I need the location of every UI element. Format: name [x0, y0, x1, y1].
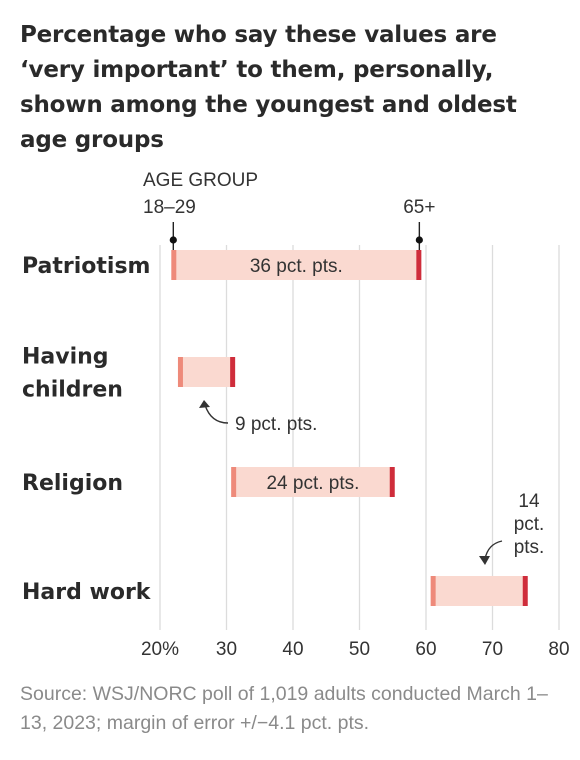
x-tick-label: 70: [482, 639, 503, 660]
difference-band: [233, 467, 393, 497]
difference-band: [179, 357, 234, 387]
category-label: Having: [22, 345, 109, 370]
chart-title: Percentage who say these values are ‘ver…: [20, 22, 517, 153]
annotation-arrowhead: [479, 556, 490, 565]
x-tick-label: 50: [349, 639, 370, 660]
annotation-arrow: [204, 404, 229, 424]
young-marker: [177, 357, 183, 387]
young-marker: [430, 576, 436, 606]
legend-header: AGE GROUP: [143, 170, 258, 191]
annotation-arrowhead: [199, 400, 210, 408]
old-marker: [416, 250, 422, 280]
x-tick-label: 80: [548, 639, 569, 660]
difference-label: 24 pct. pts.: [266, 473, 359, 494]
dumbbell-chart: 20% 30 40 50 60 70 80 Patriotism 36 pct. pts. Hav…: [22, 170, 570, 660]
x-tick-label: 60: [415, 639, 436, 660]
old-marker: [522, 576, 528, 606]
young-marker: [171, 250, 177, 280]
difference-label: 14: [518, 491, 540, 512]
source-note: Source: WSJ/NORC poll of 1,019 adults co…: [20, 683, 548, 734]
old-marker: [230, 357, 236, 387]
category-label: Patriotism: [22, 254, 150, 279]
difference-label: 36 pct. pts.: [250, 256, 343, 277]
legend-series-old: 65+: [403, 197, 435, 218]
category-label: children: [22, 378, 123, 403]
difference-label: pct.: [514, 514, 545, 535]
legend-dot-young: [169, 236, 177, 244]
category-label: Religion: [22, 471, 123, 496]
difference-band: [173, 250, 420, 280]
difference-band: [432, 576, 526, 606]
legend-series-young: 18–29: [143, 197, 196, 218]
difference-label: pts.: [514, 537, 545, 558]
young-marker: [231, 467, 237, 497]
x-tick-label: 30: [216, 639, 237, 660]
category-label: Hard work: [22, 580, 152, 605]
difference-label: 9 pct. pts.: [235, 414, 317, 435]
x-tick-label: 20%: [141, 639, 179, 660]
x-tick-label: 40: [282, 639, 303, 660]
old-marker: [389, 467, 395, 497]
legend-dot-old: [415, 236, 423, 244]
